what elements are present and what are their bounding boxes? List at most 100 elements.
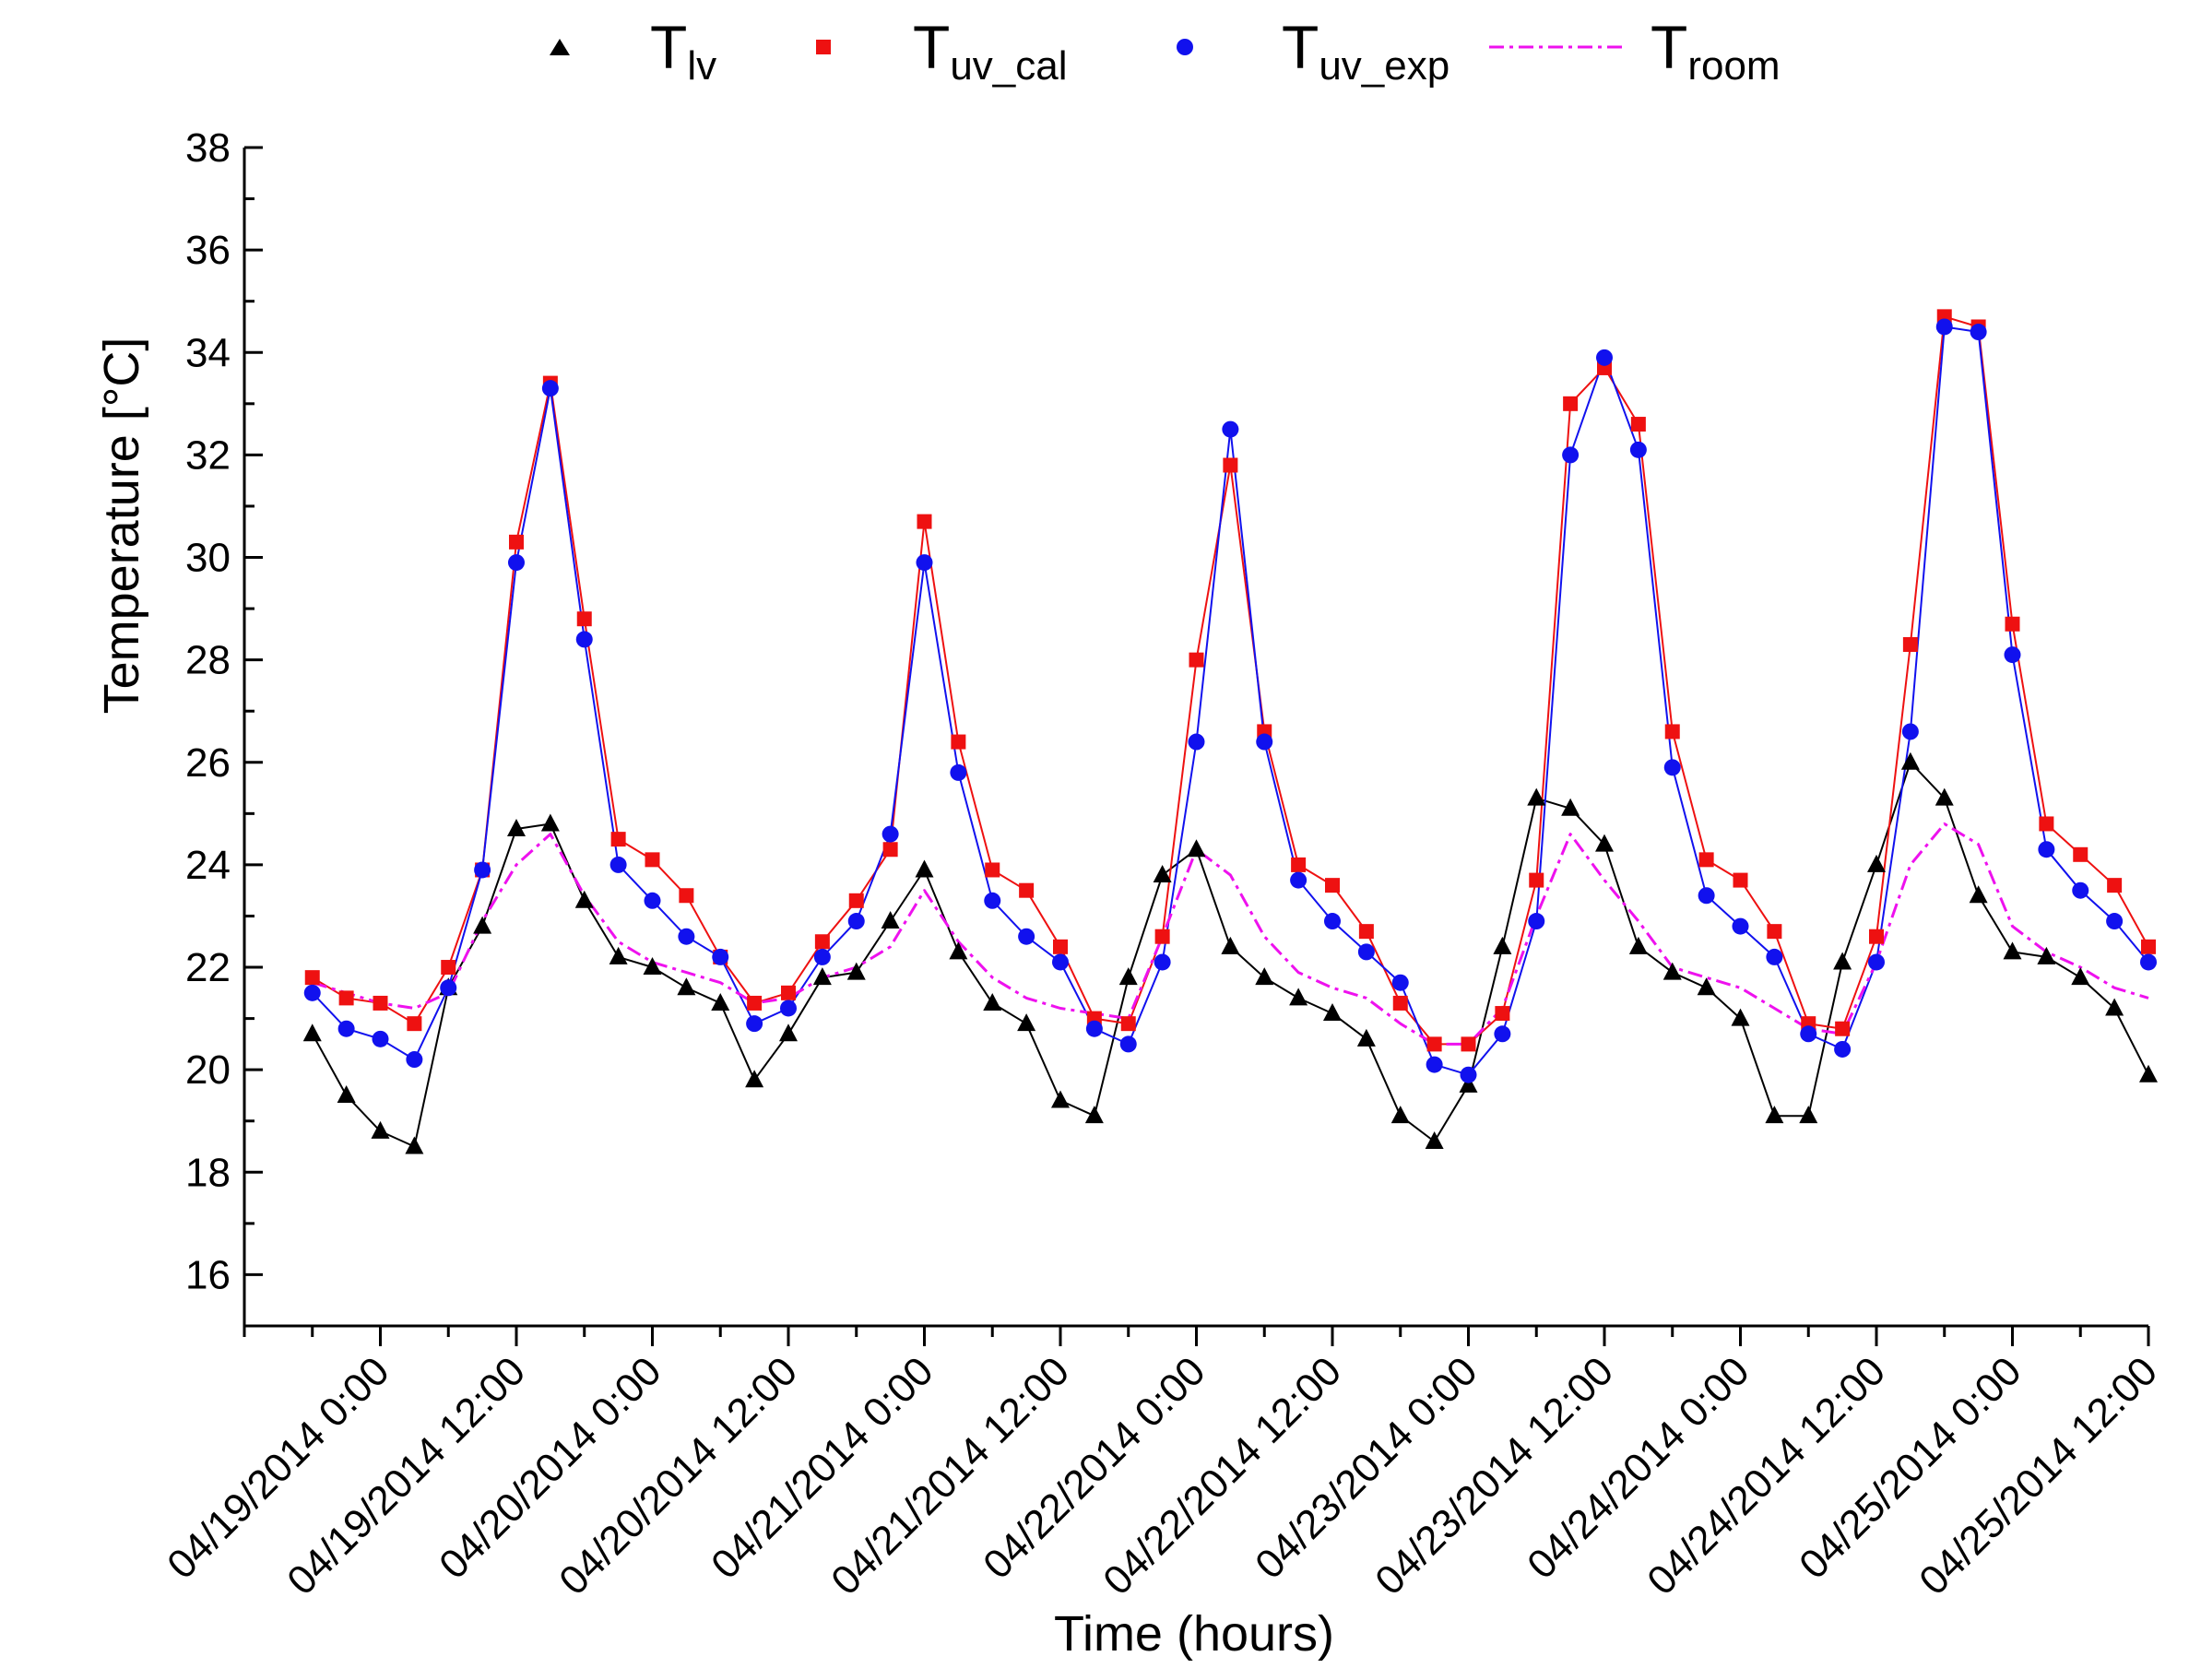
y-tick-label: 30	[185, 536, 231, 581]
legend-item-t-room: Troom	[1489, 13, 1781, 89]
data-point-triangle	[1493, 936, 1512, 954]
legend-marker-square	[816, 40, 831, 54]
y-tick-label: 38	[185, 125, 231, 171]
data-point-triangle	[337, 1084, 356, 1103]
data-point-triangle	[915, 859, 934, 878]
data-point-circle	[2038, 841, 2055, 858]
legend-marker-triangle	[550, 39, 570, 55]
data-point-circle	[1663, 759, 1681, 776]
data-point-circle	[474, 861, 491, 879]
data-point-circle	[1052, 953, 1069, 971]
data-point-triangle	[371, 1120, 390, 1139]
data-point-triangle	[1323, 1003, 1342, 1022]
data-point-circle	[508, 554, 525, 572]
data-point-square	[882, 842, 898, 858]
data-point-square	[1120, 1016, 1136, 1032]
y-tick-label: 32	[185, 432, 231, 478]
x-axis-title: Time (hours)	[1054, 1606, 1334, 1662]
data-point-triangle	[779, 1023, 798, 1042]
series-markers-t-lv	[302, 751, 2158, 1154]
data-point-circle	[1494, 1025, 1511, 1043]
data-point-circle	[1800, 1025, 1817, 1043]
data-point-circle	[1562, 446, 1580, 464]
data-point-square	[576, 611, 592, 627]
data-point-circle	[609, 856, 627, 873]
data-point-square	[1358, 924, 1374, 940]
data-point-triangle	[1662, 962, 1682, 980]
data-point-circle	[1085, 1020, 1103, 1037]
data-point-square	[407, 1016, 422, 1032]
data-point-triangle	[1289, 988, 1308, 1006]
data-point-square	[781, 985, 796, 1000]
data-point-circle	[1357, 943, 1375, 961]
data-point-circle	[1119, 1035, 1137, 1053]
data-point-triangle	[1628, 936, 1648, 954]
data-point-triangle	[302, 1023, 322, 1042]
data-point-square	[1733, 872, 1748, 888]
legend-label-t-room: Troom	[1651, 13, 1781, 89]
data-point-triangle	[1935, 787, 1954, 806]
legend-label-t-uv-exp: Tuv_exp	[1282, 13, 1449, 89]
data-point-circle	[1290, 871, 1307, 889]
data-point-triangle	[1118, 967, 1138, 986]
data-point-circle	[1732, 917, 1749, 935]
data-point-circle	[780, 1000, 797, 1017]
data-point-circle	[1528, 913, 1545, 930]
data-point-triangle	[473, 916, 492, 934]
legend-label-t-lv: Tlv	[650, 13, 716, 89]
data-point-square	[1189, 652, 1204, 668]
data-point-triangle	[2105, 998, 2124, 1016]
data-point-square	[1461, 1036, 1476, 1052]
x-tick-label: 04/20/2014 12:00	[550, 1348, 806, 1603]
data-point-square	[1767, 924, 1782, 940]
data-point-triangle	[405, 1136, 424, 1154]
y-tick-label: 18	[185, 1150, 231, 1195]
data-point-triangle	[1459, 1074, 1478, 1093]
data-point-triangle	[846, 962, 866, 980]
legend-item-t-uv-exp: Tuv_exp	[1177, 13, 1449, 89]
legend-item-t-lv: Tlv	[550, 13, 716, 89]
data-point-square	[848, 893, 864, 908]
data-point-square	[917, 514, 932, 529]
data-point-circle	[1222, 420, 1239, 438]
data-point-triangle	[574, 890, 594, 908]
data-point-square	[1835, 1021, 1851, 1036]
x-tick-label: 04/24/2014 12:00	[1639, 1348, 1894, 1603]
data-point-square	[747, 995, 763, 1011]
data-point-triangle	[1390, 1106, 1410, 1124]
data-point-circle	[678, 928, 695, 945]
y-tick-label: 24	[185, 843, 231, 888]
data-point-triangle	[1731, 1008, 1750, 1026]
legend-label-t-uv-cal: Tuv_cal	[913, 13, 1068, 89]
x-tick-label: 04/23/2014 12:00	[1367, 1348, 1622, 1603]
y-tick-label: 36	[185, 228, 231, 273]
data-point-triangle	[609, 946, 628, 964]
data-point-triangle	[1051, 1090, 1070, 1108]
y-tick-label: 34	[185, 330, 231, 375]
data-point-triangle	[1833, 952, 1852, 970]
series-markers-t-uv-cal	[304, 309, 2156, 1052]
data-point-circle	[1629, 441, 1647, 458]
data-point-triangle	[507, 819, 526, 837]
data-point-circle	[1596, 349, 1613, 366]
data-point-circle	[950, 763, 967, 781]
data-point-triangle	[1221, 936, 1240, 954]
data-point-triangle	[1527, 787, 1546, 806]
y-tick-label: 16	[185, 1252, 231, 1297]
data-point-triangle	[1017, 1013, 1036, 1032]
data-point-circle	[1834, 1040, 1852, 1058]
data-point-triangle	[2071, 967, 2090, 986]
x-tick-label: 04/25/2014 12:00	[1911, 1348, 2166, 1603]
data-point-circle	[406, 1051, 423, 1069]
y-axis-title: Temperature [°C]	[94, 337, 149, 715]
data-point-square	[679, 888, 694, 904]
data-point-circle	[1426, 1056, 1443, 1073]
data-point-circle	[372, 1030, 389, 1047]
x-tick-label: 04/22/2014 12:00	[1094, 1348, 1350, 1603]
data-point-circle	[1256, 733, 1273, 751]
y-tick-label: 28	[185, 638, 231, 683]
data-point-triangle	[812, 967, 832, 986]
series-layer	[302, 309, 2158, 1154]
